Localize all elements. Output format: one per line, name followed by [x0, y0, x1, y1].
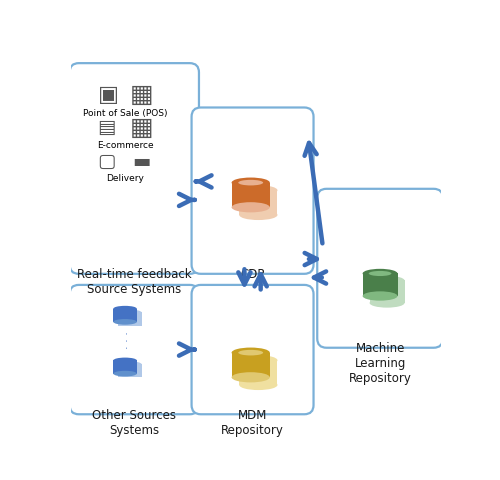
FancyBboxPatch shape: [70, 285, 199, 414]
Ellipse shape: [232, 348, 270, 358]
Text: Delivery: Delivery: [106, 174, 144, 183]
Ellipse shape: [118, 310, 142, 315]
Ellipse shape: [239, 185, 278, 195]
Text: MDM
Repository: MDM Repository: [221, 409, 284, 437]
Bar: [239, 190, 278, 215]
Ellipse shape: [376, 305, 412, 314]
Text: . . .: . . .: [120, 331, 130, 349]
Text: ▤: ▤: [98, 119, 116, 137]
Text: ▦: ▦: [130, 83, 154, 107]
Text: E-commerce: E-commerce: [96, 142, 154, 151]
Bar: [118, 312, 142, 325]
Ellipse shape: [232, 372, 270, 383]
Ellipse shape: [232, 202, 270, 212]
Bar: [232, 353, 270, 377]
Bar: [114, 309, 137, 322]
Ellipse shape: [247, 217, 285, 228]
Text: Machine
Learning
Repository: Machine Learning Repository: [348, 342, 412, 385]
Ellipse shape: [114, 358, 137, 363]
Ellipse shape: [118, 361, 142, 367]
Ellipse shape: [232, 178, 270, 188]
FancyBboxPatch shape: [70, 63, 199, 274]
Bar: [376, 288, 412, 310]
Ellipse shape: [368, 271, 392, 276]
Text: CDP: CDP: [240, 268, 264, 281]
Bar: [118, 364, 142, 377]
Ellipse shape: [114, 306, 137, 312]
Ellipse shape: [370, 276, 404, 285]
Ellipse shape: [362, 269, 398, 278]
Ellipse shape: [370, 299, 404, 308]
Ellipse shape: [247, 193, 285, 203]
Bar: [370, 280, 404, 303]
Ellipse shape: [114, 371, 137, 376]
Text: ▦: ▦: [130, 116, 154, 140]
Ellipse shape: [238, 350, 263, 356]
Ellipse shape: [114, 319, 137, 324]
Ellipse shape: [376, 283, 412, 292]
FancyBboxPatch shape: [317, 189, 443, 348]
Ellipse shape: [238, 180, 263, 185]
Text: ▢: ▢: [98, 152, 116, 170]
Text: ▬: ▬: [132, 152, 151, 170]
Text: Other Sources
Systems: Other Sources Systems: [92, 409, 176, 437]
Bar: [232, 182, 270, 207]
Bar: [239, 360, 278, 385]
Text: ▣: ▣: [98, 84, 119, 105]
Ellipse shape: [239, 210, 278, 220]
Bar: [362, 274, 398, 296]
Ellipse shape: [239, 380, 278, 390]
FancyBboxPatch shape: [192, 108, 314, 274]
Text: Point of Sale (POS): Point of Sale (POS): [83, 108, 168, 118]
Text: Real-time feedback
Source Systems: Real-time feedback Source Systems: [77, 268, 192, 296]
Bar: [247, 198, 285, 223]
Ellipse shape: [362, 291, 398, 300]
Ellipse shape: [239, 355, 278, 365]
Bar: [114, 360, 137, 373]
FancyBboxPatch shape: [192, 285, 314, 414]
